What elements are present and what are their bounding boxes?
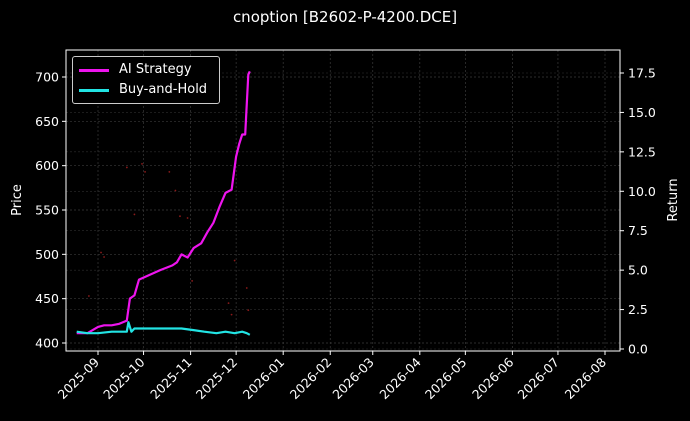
legend-swatch-buy-and-hold [79, 88, 109, 92]
legend-item-buy-and-hold: Buy-and-Hold [79, 80, 207, 100]
series-buy-and-hold [76, 321, 251, 336]
y-axis-left-label: Price [10, 184, 25, 216]
y-tick-label-right: 7.5 [628, 223, 648, 238]
legend-item-ai-strategy: AI Strategy [79, 60, 192, 80]
grid-lines [66, 50, 620, 351]
y-tick-label-right: 2.5 [628, 302, 648, 317]
axes-frame [65, 49, 621, 352]
y-tick-label-left: 450 [35, 291, 59, 306]
legend-swatch-ai-strategy [79, 68, 109, 72]
legend: AI Strategy Buy-and-Hold [72, 56, 220, 104]
y-tick-label-right: 0.0 [628, 342, 648, 357]
y-tick-label-left: 550 [35, 203, 59, 218]
x-tick-label: 2026-04 [376, 354, 424, 402]
x-tick-label: 2026-07 [515, 355, 563, 403]
y-axis-left: 400 450 500 550 600 650 700 [35, 70, 66, 351]
x-tick-label: 2026-03 [329, 355, 377, 403]
x-tick-label: 2025-12 [193, 355, 241, 403]
series-ai-strategy [76, 70, 251, 335]
y-tick-label-right: 17.5 [628, 66, 656, 81]
legend-label: Buy-and-Hold [119, 82, 208, 97]
x-tick-label: 2026-06 [469, 354, 517, 402]
x-tick-label: 2026-05 [422, 355, 470, 403]
series-lines [76, 70, 251, 336]
y-tick-label-left: 600 [35, 158, 59, 173]
y-tick-label-right: 10.0 [628, 184, 656, 199]
y-tick-label-left: 500 [35, 247, 59, 262]
chart-title: cnoption [B2602-P-4200.DCE] [232, 8, 458, 26]
x-tick-label: 2025-09 [55, 354, 103, 402]
y-tick-label-right: 15.0 [628, 105, 656, 120]
x-tick-label: 2025-11 [147, 355, 195, 403]
x-tick-label: 2026-08 [562, 354, 610, 402]
price-scatter [87, 162, 250, 316]
y-axis-right: 0.0 2.5 5.0 7.5 10.0 12.5 15.0 17.5 [620, 66, 656, 357]
y-tick-label-left: 650 [35, 114, 59, 129]
legend-label: AI Strategy [119, 62, 192, 77]
y-tick-label-left: 700 [35, 70, 59, 85]
y-tick-label-left: 400 [35, 336, 59, 351]
x-tick-label: 2026-01 [240, 355, 288, 403]
x-tick-label: 2026-02 [287, 355, 335, 403]
y-tick-label-right: 12.5 [628, 144, 656, 159]
x-tick-label: 2025-10 [100, 354, 148, 402]
y-tick-label-right: 5.0 [628, 263, 648, 278]
y-axis-right-label: Return [666, 178, 681, 221]
